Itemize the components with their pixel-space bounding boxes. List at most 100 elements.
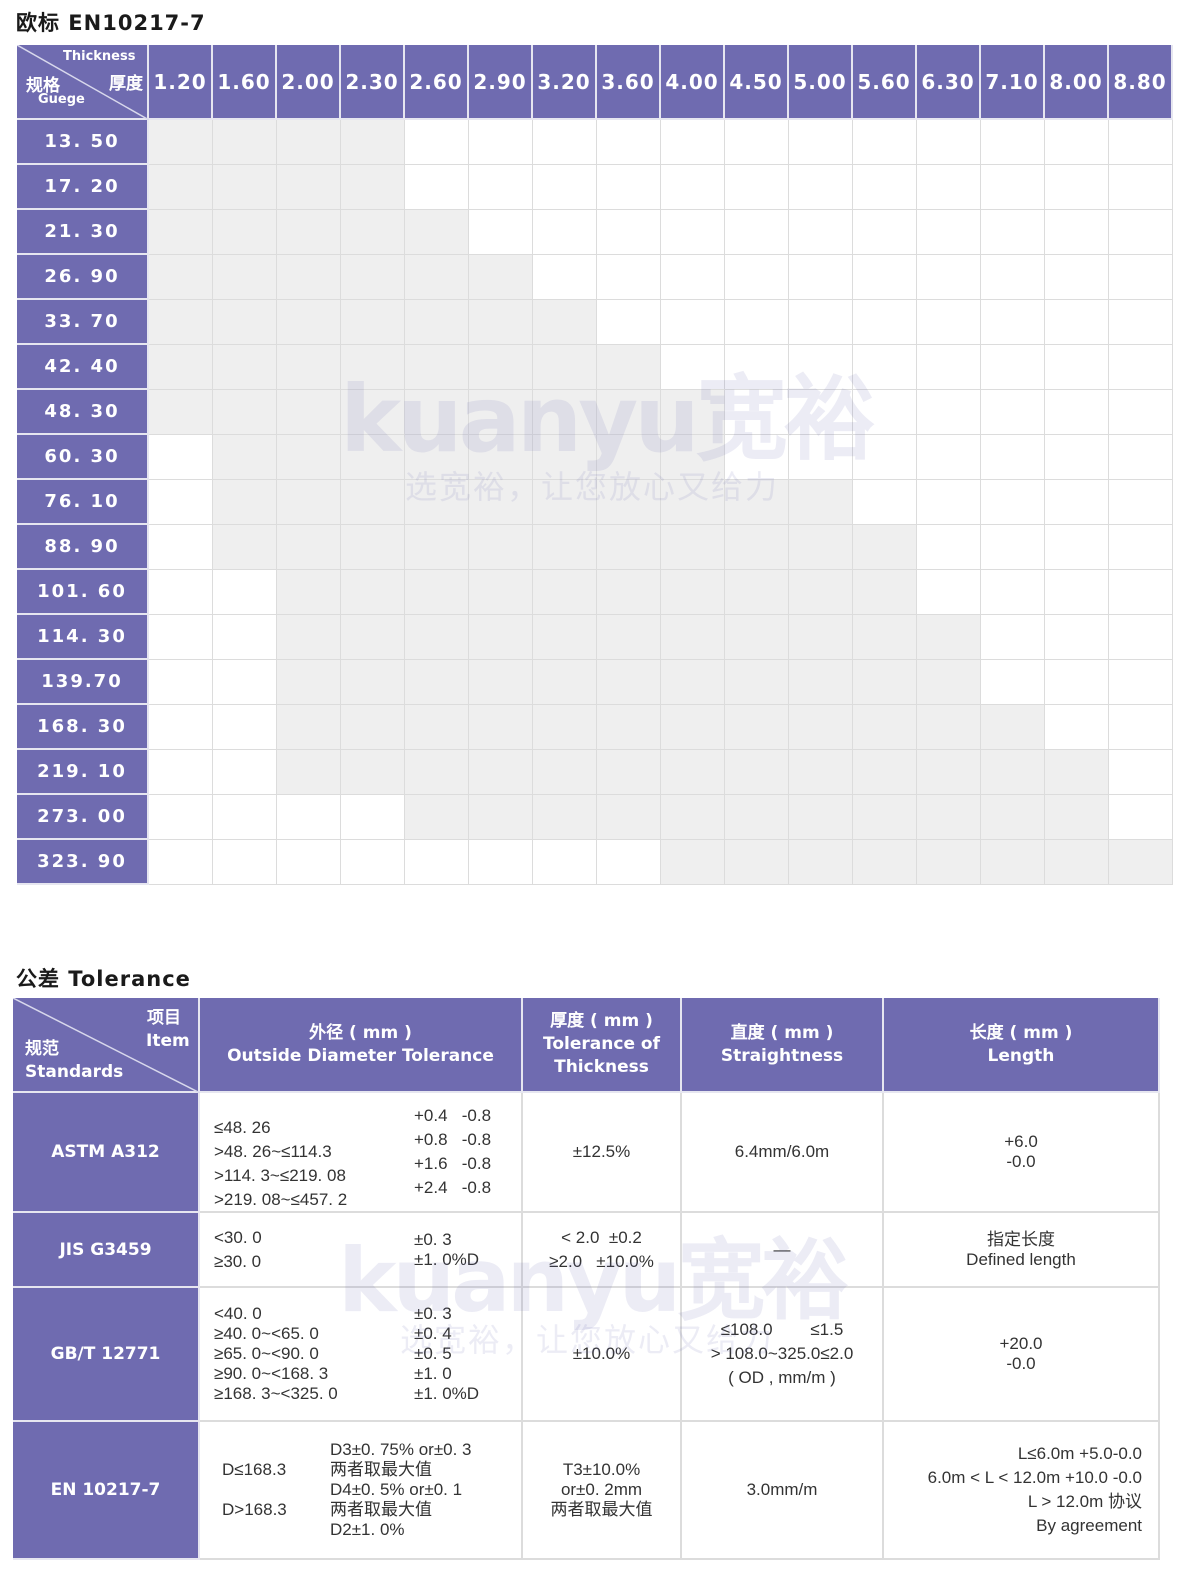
grid-cell-empty [213,660,277,705]
grid-cell-available [789,615,853,660]
grid-cell-empty [917,480,981,525]
grid-cell-available [917,615,981,660]
corner-gauge-en: Guege [38,92,85,107]
grid-cell-available [469,705,533,750]
grid-cell-available [405,525,469,570]
gauge-label: 219. 10 [17,750,149,795]
grid-cell-available [725,750,789,795]
tolerance-corner-header: 项目 Item 规范 Standards [13,998,200,1093]
grid-cell-empty [1109,210,1173,255]
column-header: 长度 ( mm ) Length [884,998,1160,1093]
grid-cell-empty [917,300,981,345]
grid-cell-available [277,705,341,750]
grid-cell-available [277,525,341,570]
grid-cell-empty [533,210,597,255]
grid-cell-available [213,165,277,210]
grid-cell-empty [1045,570,1109,615]
standard-label: EN 10217-7 [13,1422,200,1560]
grid-cell-empty [981,255,1045,300]
corner-gauge-cn: 规格 [26,76,60,96]
gauge-label: 26. 90 [17,255,149,300]
grid-cell-available [469,750,533,795]
gauge-label: 21. 30 [17,210,149,255]
grid-cell-available [533,345,597,390]
grid-cell-available [597,435,661,480]
grid-cell-empty [597,165,661,210]
grid-cell-available [661,615,725,660]
grid-cell-available [725,660,789,705]
grid-cell-available [725,840,789,885]
grid-cell-available [341,480,405,525]
grid-cell-empty [1109,165,1173,210]
od-tolerance-cell: D≤168.3 D>168.3 D3±0. 75% or±0. 3 两者取最大值 … [200,1422,523,1560]
grid-cell-empty [1045,390,1109,435]
grid-cell-available [597,525,661,570]
grid-cell-empty [149,795,213,840]
grid-cell-available [213,480,277,525]
grid-cell-empty [277,840,341,885]
grid-cell-empty [981,570,1045,615]
grid-cell-empty [725,345,789,390]
grid-cell-empty [469,840,533,885]
grid-cell-empty [469,165,533,210]
grid-cell-empty [853,165,917,210]
grid-cell-empty [917,570,981,615]
grid-cell-available [597,480,661,525]
grid-cell-empty [1109,390,1173,435]
grid-cell-available [725,570,789,615]
corner-thickness-en: Thickness [63,49,136,64]
diagonal-line [17,45,149,120]
grid-cell-empty [725,435,789,480]
straightness-cell: — [682,1213,884,1288]
grid-cell-available [661,795,725,840]
grid-cell-empty [213,750,277,795]
grid-cell-empty [661,210,725,255]
grid-cell-empty [149,480,213,525]
grid-cell-empty [789,210,853,255]
grid-cell-empty [1109,570,1173,615]
grid-cell-empty [789,165,853,210]
grid-cell-available [597,615,661,660]
grid-cell-available [277,210,341,255]
thickness-gauge-grid: Thickness 厚度 规格 Guege 1.20 1.60 2.00 2.30 2.… [17,45,1173,885]
gauge-label: 323. 90 [17,840,149,885]
grid-cell-empty [1045,480,1109,525]
length-cell: 指定长度 Defined length [884,1213,1160,1288]
gauge-label: 101. 60 [17,570,149,615]
od-tolerances: D3±0. 75% or±0. 3 两者取最大值 D4±0. 5% or±0. … [330,1440,472,1539]
grid-cell-empty [661,255,725,300]
od-ranges: <40. 0 ≥40. 0~<65. 0 ≥65. 0~<90. 0 ≥90. … [214,1304,338,1403]
grid-cell-available [597,705,661,750]
diagonal-line [13,998,200,1093]
grid-cell-available [981,795,1045,840]
gauge-label: 33. 70 [17,300,149,345]
grid-cell-available [149,345,213,390]
grid-cell-empty [981,120,1045,165]
grid-cell-available [341,120,405,165]
grid-cell-empty [917,255,981,300]
grid-cell-empty [789,120,853,165]
grid-cell-available [149,165,213,210]
grid-cell-available [1045,750,1109,795]
grid-cell-available [341,705,405,750]
grid-cell-empty [533,840,597,885]
grid-cell-available [917,705,981,750]
grid-cell-available [213,300,277,345]
grid-cell-available [341,660,405,705]
grid-corner-header: Thickness 厚度 规格 Guege [17,45,149,120]
grid-cell-available [597,345,661,390]
corner-thickness-cn: 厚度 [109,74,143,94]
standard-label: JIS G3459 [13,1213,200,1288]
grid-cell-available [277,480,341,525]
grid-cell-available [533,480,597,525]
grid-cell-empty [1045,525,1109,570]
thickness-header: 2.60 [405,45,469,120]
grid-cell-empty [917,345,981,390]
straightness-cell: 3.0mm/m [682,1422,884,1560]
grid-cell-empty [725,120,789,165]
grid-cell-empty [469,120,533,165]
grid-cell-empty [789,345,853,390]
grid-cell-empty [853,120,917,165]
grid-cell-empty [1045,345,1109,390]
grid-cell-empty [725,390,789,435]
